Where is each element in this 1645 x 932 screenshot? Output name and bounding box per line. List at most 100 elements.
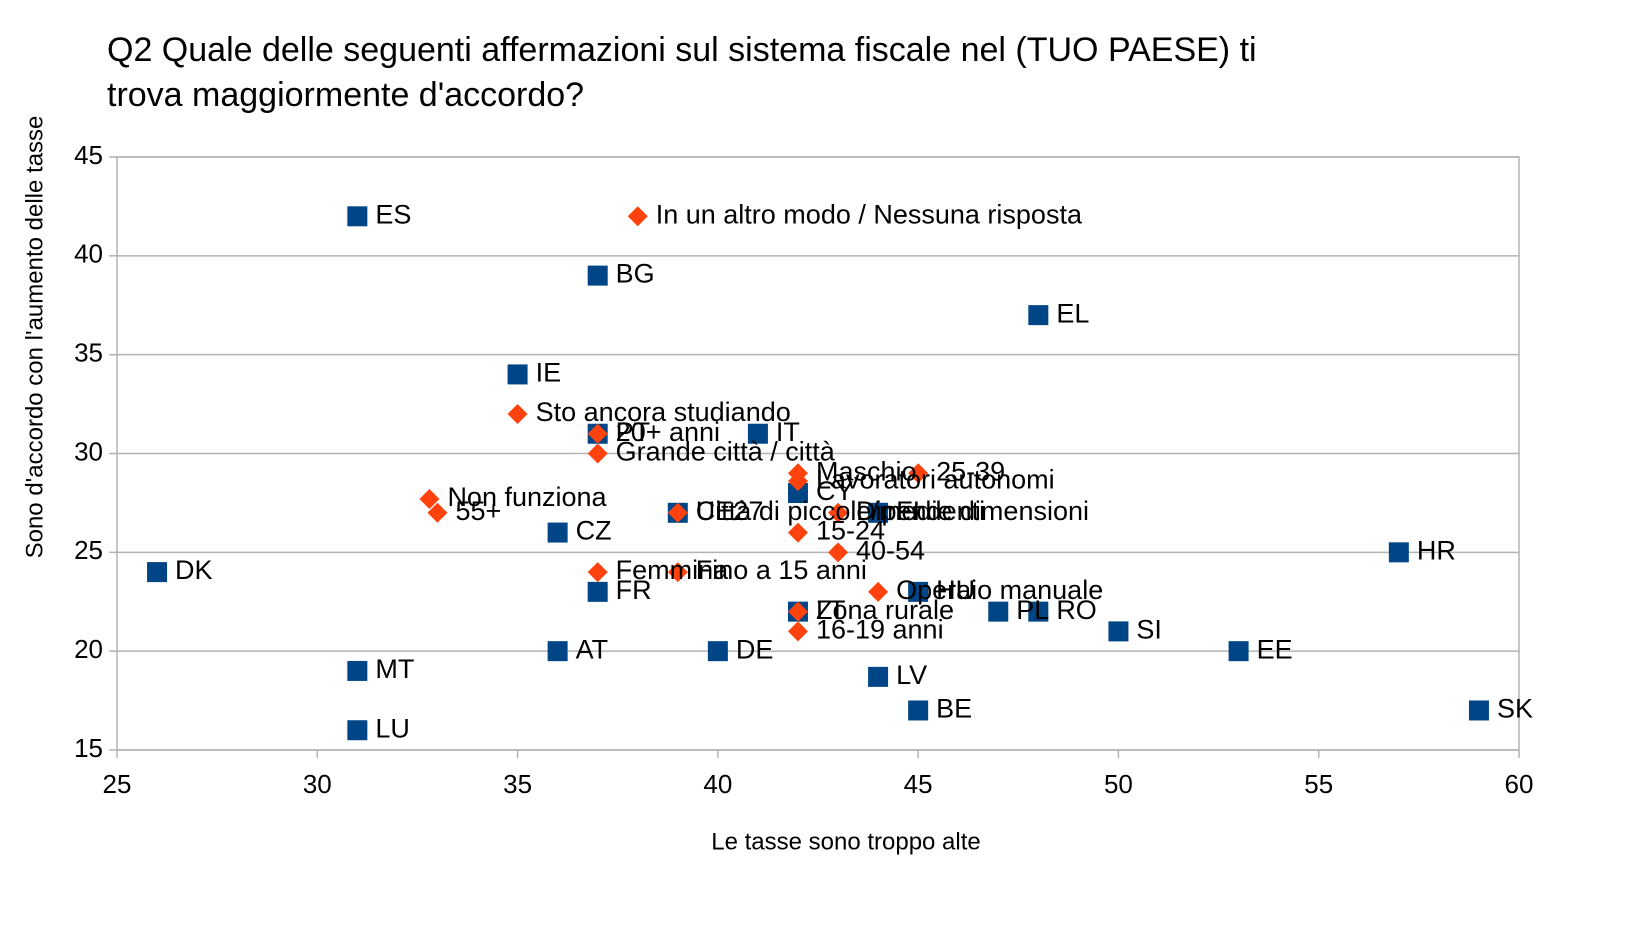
data-label: HU [936, 575, 975, 605]
data-label: EE [1257, 634, 1293, 664]
plot-border [116, 156, 1520, 751]
data-label: DE [736, 634, 774, 664]
point [1028, 601, 1049, 622]
data-label: AT [576, 634, 609, 664]
data-label: Maschio [816, 456, 917, 486]
data-label: Dipendenti [856, 496, 985, 526]
point [787, 621, 808, 642]
point [427, 502, 448, 523]
data-label: CY [816, 476, 854, 506]
point [547, 522, 568, 543]
point [419, 488, 440, 509]
point [587, 562, 608, 583]
point [1028, 305, 1049, 326]
data-label: Città di piccole/medie dimensioni [696, 496, 1089, 526]
data-label: MT [375, 654, 414, 684]
point [507, 403, 528, 424]
point [627, 206, 648, 227]
data-label: Operaio manuale [896, 575, 1103, 605]
data-label: BG [616, 259, 655, 289]
point [1228, 641, 1249, 662]
data-label: Zona rurale [816, 595, 954, 625]
data-label: SI [1136, 615, 1162, 645]
y-tick-label: 15 [74, 733, 103, 763]
point [667, 502, 688, 523]
data-label: EL [1056, 298, 1089, 328]
data-label: HR [1417, 535, 1456, 565]
data-label: BE [936, 694, 972, 724]
x-tick-label: 40 [703, 769, 732, 799]
point [828, 542, 849, 563]
y-tick-label: 45 [74, 140, 103, 170]
point [587, 265, 608, 286]
point [908, 581, 929, 602]
point [787, 483, 808, 504]
data-label: PT [616, 417, 651, 447]
data-label: 25-39 [936, 456, 1005, 486]
data-label: Grande città / città [616, 437, 836, 467]
x-tick-label: 30 [303, 769, 332, 799]
point [347, 720, 368, 741]
data-label: LV [896, 660, 927, 690]
data-label: Lavoratori autonomi [816, 464, 1055, 494]
point [828, 502, 849, 523]
chart-title: Q2 Quale delle seguenti affermazioni sul… [107, 31, 1257, 69]
data-label: LT [816, 595, 846, 625]
data-label: CZ [576, 516, 612, 546]
x-tick-label: 35 [503, 769, 532, 799]
point [587, 581, 608, 602]
data-label: Femmina [616, 555, 730, 585]
data-label: In un altro modo / Nessuna risposta [656, 199, 1083, 229]
x-axis-title: Le tasse sono troppo alte [711, 828, 981, 855]
point [868, 502, 889, 523]
x-tick-label: 55 [1304, 769, 1333, 799]
point [787, 471, 808, 492]
point [587, 423, 608, 444]
point [507, 364, 528, 385]
point [1388, 542, 1409, 563]
data-label: ES [375, 199, 411, 229]
data-label: LU [375, 713, 410, 743]
point [147, 562, 168, 583]
point [908, 700, 929, 721]
data-label: Sto ancora studiando [536, 397, 791, 427]
point [347, 206, 368, 227]
data-label: FR [616, 575, 652, 605]
chart-title: trova maggiormente d'accordo? [107, 76, 584, 114]
point [988, 601, 1009, 622]
point [908, 463, 929, 484]
data-label: Fino a 15 anni [696, 555, 867, 585]
point [868, 666, 889, 687]
data-label: Non funziona [447, 482, 607, 512]
x-tick-label: 25 [103, 769, 132, 799]
y-tick-label: 20 [74, 634, 103, 664]
y-tick-label: 35 [74, 338, 103, 368]
data-label: RO [1056, 595, 1097, 625]
point [587, 443, 608, 464]
data-label: 20+ anni [616, 417, 720, 447]
x-tick-label: 50 [1104, 769, 1133, 799]
data-label: IE [536, 358, 562, 388]
data-label: 55+ [455, 496, 501, 526]
data-label: FI [896, 496, 920, 526]
y-tick-label: 40 [74, 239, 103, 269]
data-label: IT [776, 417, 800, 447]
point [787, 522, 808, 543]
x-tick-label: 60 [1505, 769, 1534, 799]
point [547, 641, 568, 662]
data-label: 40-54 [856, 535, 925, 565]
point [347, 660, 368, 681]
y-axis-title: Sono d'accordo con l'aumento delle tasse [21, 116, 48, 559]
point [787, 601, 808, 622]
data-label: UE27 [696, 496, 764, 526]
point [1468, 700, 1489, 721]
point [747, 423, 768, 444]
point [1108, 621, 1129, 642]
data-label: PL [1016, 595, 1049, 625]
data-label: DK [175, 555, 213, 585]
point [667, 562, 688, 583]
y-tick-label: 25 [74, 535, 103, 565]
point [707, 641, 728, 662]
